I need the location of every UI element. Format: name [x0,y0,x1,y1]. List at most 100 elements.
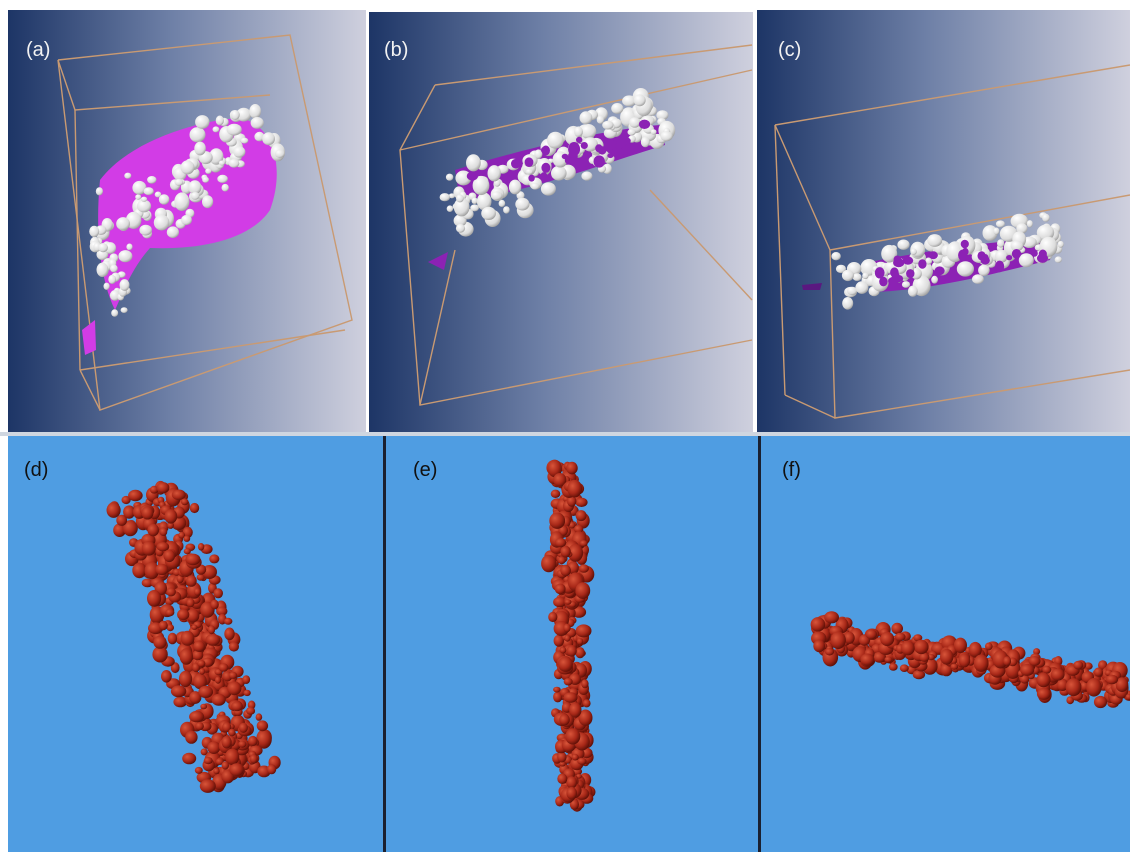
red-blob [250,754,258,763]
white-blob [205,168,211,174]
purple-blob [541,147,549,154]
white-blob [191,192,200,200]
purple-blob [935,266,945,275]
red-blob [541,555,556,573]
white-blob [526,169,533,175]
white-blob [159,194,170,204]
white-blob [213,126,220,132]
red-blob [579,564,589,573]
white-blob [144,187,154,195]
purple-blob [565,157,572,165]
white-blob [628,129,636,135]
white-blob [503,206,510,213]
panel-b-bg [369,12,753,432]
red-blob [168,633,177,645]
red-blob [209,554,219,563]
red-blob [256,713,263,720]
purple-blob [525,157,534,167]
red-blob [224,618,232,625]
red-blob [142,541,156,556]
red-blob [215,676,221,684]
red-blob [198,543,204,551]
white-blob [154,215,170,231]
red-blob [198,686,213,698]
red-blob [891,623,903,634]
white-blob [641,137,650,148]
panel-c-bg [757,10,1130,432]
red-blob [866,629,877,639]
white-blob [996,220,1005,227]
red-blob [557,773,567,784]
red-blob [181,631,195,646]
panel-label: (c) [778,39,801,61]
red-blob [900,664,909,672]
red-blob [577,758,586,765]
white-blob [551,166,567,181]
white-blob [911,249,917,255]
purple-blob [576,137,582,143]
red-blob [257,720,268,731]
white-blob [96,187,103,195]
white-blob [995,250,1008,263]
red-blob [157,482,170,493]
white-blob [195,115,209,129]
red-blob [940,649,953,665]
white-blob [1058,241,1064,248]
purple-blob [888,277,899,285]
red-blob [164,550,176,563]
red-blob [564,624,571,633]
purple-blob [1037,254,1048,263]
white-blob [1055,256,1062,262]
red-blob [248,736,258,746]
red-blob [813,640,825,653]
red-blob [219,663,229,672]
red-blob [213,768,219,774]
purple-blob [893,258,904,267]
page: (a) (b) (c) (d) (e) (f) (() => { const d… [0,0,1130,852]
purple-blob [1006,255,1012,260]
red-blob [189,711,204,722]
white-blob [251,117,264,129]
white-blob [89,226,99,237]
red-blob [860,654,874,666]
purple-blob [981,256,990,264]
white-blob [124,173,131,179]
white-blob [229,159,240,168]
white-blob [1042,214,1050,222]
red-blob [553,687,561,693]
red-blob [572,754,579,761]
red-blob [1066,678,1082,696]
white-blob [231,110,239,120]
red-blob [186,575,197,587]
red-blob [229,672,237,679]
white-blob [249,104,261,119]
red-blob [161,670,172,683]
red-blob [548,612,557,622]
white-blob [275,150,285,158]
panel-label: (e) [413,459,437,481]
red-blob [197,660,205,667]
white-blob [634,94,646,106]
purple-blob [511,159,521,169]
white-blob [110,265,118,273]
red-blob [565,599,572,604]
white-blob [116,217,130,230]
red-blob [560,565,571,576]
red-blob [128,490,143,501]
red-blob [565,728,580,744]
red-blob [1037,688,1051,700]
red-blob [199,668,205,675]
red-blob [164,509,177,523]
purple-blob [1031,250,1038,257]
white-blob [842,270,854,281]
red-blob [193,641,205,652]
red-blob [153,636,166,649]
red-blob [959,653,971,667]
white-blob [581,171,592,180]
red-blob [147,590,161,607]
purple-blob [918,259,926,269]
white-blob [202,195,213,208]
white-blob [181,160,195,174]
white-blob [651,129,657,134]
panel-label: (d) [24,459,48,481]
